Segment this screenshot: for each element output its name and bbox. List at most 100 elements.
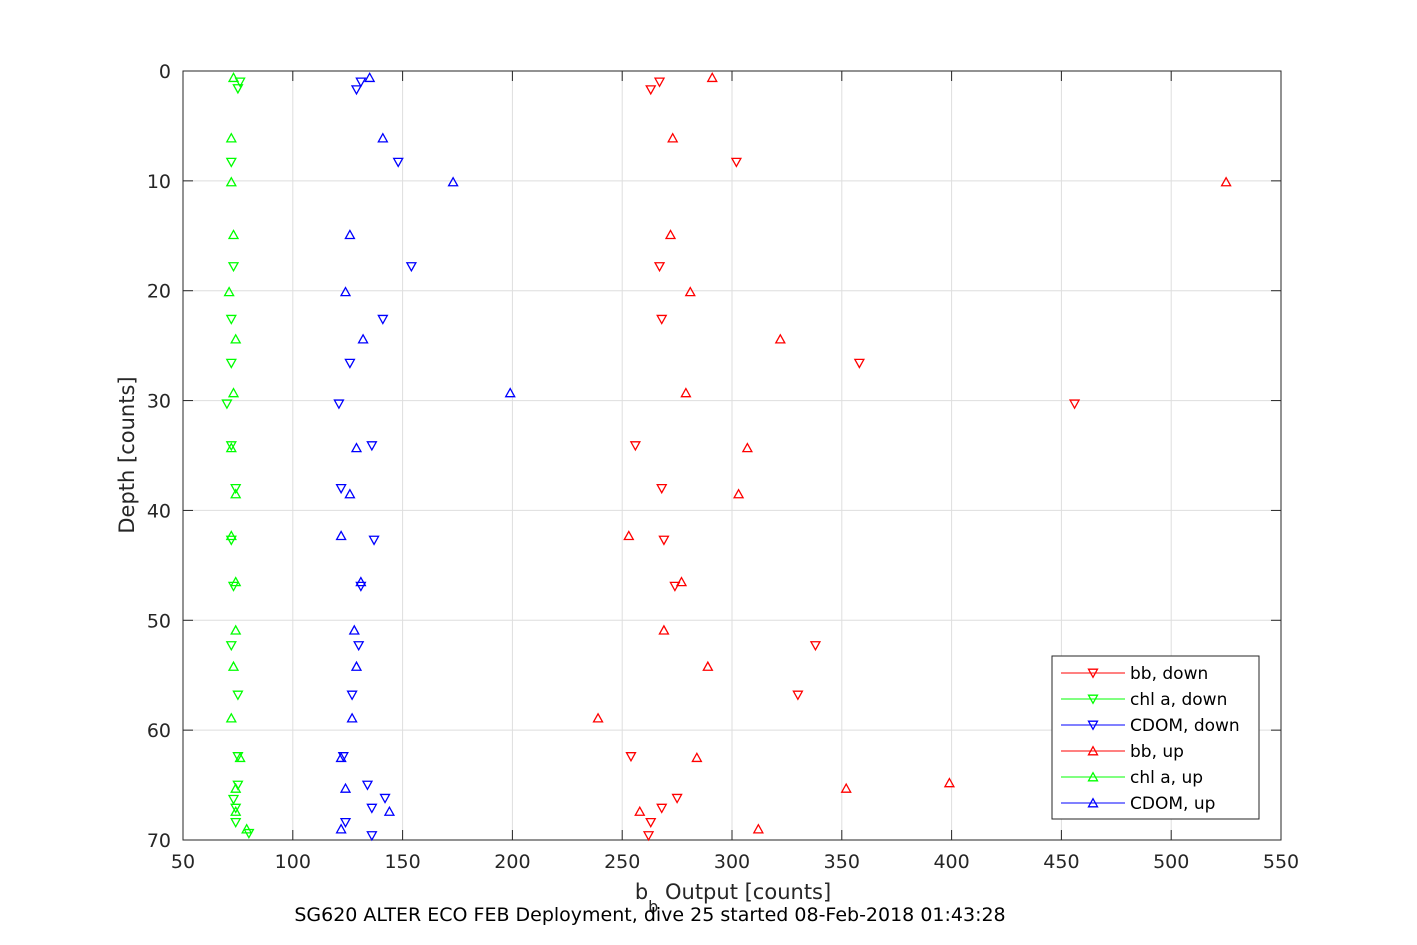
x-tick-label: 500 — [1153, 851, 1189, 873]
data-point — [702, 660, 714, 671]
data-point — [335, 823, 347, 834]
data-point — [348, 624, 360, 635]
data-point — [230, 333, 242, 344]
x-axis-label-main: b — [635, 880, 648, 904]
data-point — [232, 752, 244, 763]
data-point — [221, 399, 233, 410]
x-tick-label: 300 — [714, 851, 750, 873]
data-point — [225, 442, 237, 453]
data-point — [350, 660, 363, 671]
data-point — [1220, 176, 1232, 187]
x-tick-label: 150 — [384, 851, 420, 873]
legend-label: CDOM, down — [1130, 716, 1240, 736]
data-point — [335, 483, 347, 495]
data-point — [346, 690, 358, 701]
data-point — [333, 399, 345, 410]
data-point — [230, 803, 242, 814]
data-point — [355, 576, 367, 587]
data-point — [227, 794, 240, 805]
data-point — [227, 71, 240, 83]
data-point — [225, 314, 237, 325]
y-tick-label: 50 — [147, 610, 171, 632]
data-point — [227, 581, 240, 592]
series-chl-a-down — [221, 77, 255, 840]
data-point — [234, 77, 246, 88]
data-point — [223, 286, 235, 297]
data-point — [243, 828, 255, 840]
data-point — [592, 712, 604, 723]
series-bb-down — [625, 77, 1081, 842]
data-point — [353, 641, 365, 652]
data-point — [346, 712, 358, 723]
data-point — [230, 817, 242, 829]
data-point — [752, 823, 764, 834]
data-point — [232, 84, 244, 95]
data-point — [634, 805, 646, 816]
data-point — [645, 817, 657, 829]
data-point — [355, 581, 367, 592]
data-point — [669, 581, 681, 592]
data-point — [625, 752, 637, 763]
data-point — [671, 793, 683, 804]
legend-marker — [1087, 771, 1099, 782]
data-point — [364, 71, 376, 83]
data-point — [225, 358, 237, 369]
data-point — [357, 333, 369, 344]
legend-label: bb, up — [1130, 742, 1184, 762]
data-point — [667, 132, 679, 143]
data-point — [691, 751, 703, 763]
legend-item: CDOM, down — [1061, 716, 1240, 736]
data-point — [227, 262, 240, 273]
data-point — [339, 817, 352, 829]
data-points — [221, 71, 1232, 842]
data-point — [629, 441, 641, 452]
legend-item: CDOM, up — [1061, 794, 1215, 814]
data-point — [225, 641, 237, 652]
data-point — [225, 157, 237, 168]
data-point — [792, 690, 804, 701]
data-point — [809, 641, 822, 652]
legend-label: bb, down — [1130, 664, 1208, 684]
data-point — [225, 176, 237, 187]
data-point — [337, 752, 349, 763]
data-point — [377, 314, 389, 325]
data-point — [774, 333, 786, 344]
y-tick-label: 70 — [147, 830, 171, 852]
data-point — [653, 77, 666, 88]
series-cdom-down — [333, 77, 417, 842]
data-point — [653, 262, 666, 273]
data-point — [230, 805, 242, 816]
x-tick-label: 200 — [494, 851, 530, 873]
data-point — [227, 229, 240, 240]
data-point — [227, 387, 240, 398]
data-point — [730, 157, 742, 168]
data-point — [680, 387, 692, 398]
legend-marker — [1087, 745, 1099, 756]
data-point — [366, 441, 378, 452]
data-point — [225, 712, 237, 723]
data-point — [366, 831, 378, 842]
data-point — [706, 71, 718, 83]
data-point — [335, 751, 347, 763]
data-point — [225, 441, 237, 452]
data-point — [350, 442, 363, 453]
data-point — [684, 286, 696, 297]
data-point — [658, 624, 670, 635]
data-point — [225, 535, 237, 546]
data-point — [623, 530, 635, 541]
data-point — [853, 358, 865, 369]
series-chl-a-up — [223, 71, 253, 834]
data-point — [230, 624, 242, 635]
x-axis-label-rest: Output [counts] — [658, 880, 831, 904]
legend-item: bb, down — [1061, 664, 1208, 684]
data-point — [732, 488, 745, 499]
data-point — [335, 530, 347, 541]
y-tick-label: 60 — [147, 720, 171, 742]
data-point — [645, 85, 657, 96]
data-point — [339, 782, 352, 793]
series-cdom-up — [335, 71, 516, 834]
x-tick-label: 50 — [171, 851, 195, 873]
x-tick-label: 400 — [933, 851, 969, 873]
data-point — [656, 483, 668, 495]
